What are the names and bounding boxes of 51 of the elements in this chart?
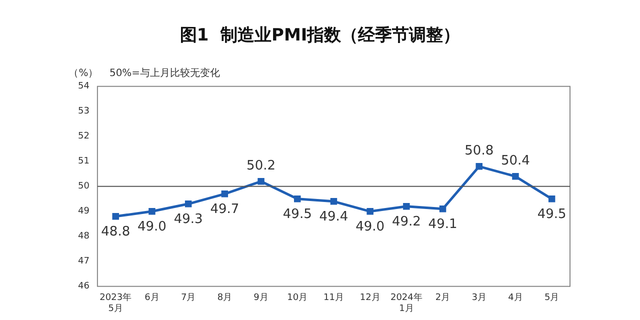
x-tick-label: 12月 <box>360 293 380 304</box>
y-tick-label: 48 <box>78 232 90 242</box>
x-tick-label: 6月 <box>144 293 160 304</box>
x-tick-label: 2月 <box>435 293 450 304</box>
point <box>258 178 264 185</box>
data-label: 49.5 <box>282 206 312 222</box>
y-tick-label: 46 <box>78 282 90 292</box>
point <box>548 196 556 202</box>
x-tick-label: 5月 <box>544 293 560 304</box>
y-tick-label: 54 <box>78 82 90 92</box>
data-label: 49.3 <box>174 212 203 227</box>
point <box>512 173 519 180</box>
y-tick-label: 50 <box>78 182 90 192</box>
data-label: 50.2 <box>246 158 276 174</box>
data-label: 49.7 <box>210 202 240 217</box>
y-axis-title: （%） <box>68 68 98 79</box>
data-label: 50.4 <box>501 153 530 168</box>
data-label: 49.4 <box>319 209 348 224</box>
y-tick-label: 49 <box>78 206 90 217</box>
y-tick-label: 52 <box>78 132 90 142</box>
chart-title: 图1 制造业PMI指数（经季节调整） <box>180 26 460 46</box>
x-tick-label: 2023年 5月 <box>100 292 132 314</box>
x-tick-label: 2024年 1月 <box>390 292 422 314</box>
y-tick-label: 47 <box>78 256 90 267</box>
point <box>439 206 446 212</box>
text: 50%=与上月比较无变化 <box>109 66 220 79</box>
x-tick-label: 7月 <box>180 293 196 304</box>
point <box>294 196 301 202</box>
y-tick-label: 51 <box>78 156 90 167</box>
data-label: 49.1 <box>428 216 458 232</box>
data-label: 49.2 <box>392 214 421 230</box>
x-tick-label: 11月 <box>324 293 344 304</box>
point <box>148 208 156 215</box>
data-label: 49.5 <box>537 206 566 222</box>
x-tick-label: 9月 <box>254 293 268 304</box>
data-label: 49.0 <box>356 219 385 234</box>
point <box>221 190 228 198</box>
x-tick-label: 8月 <box>217 293 232 304</box>
data-label: 50.8 <box>464 143 494 158</box>
point <box>476 163 482 170</box>
data-label: 48.8 <box>101 224 130 240</box>
data-label: 49.0 <box>138 219 166 234</box>
y-tick-label: 53 <box>78 106 90 117</box>
x-tick-label: 10月 <box>287 293 308 304</box>
x-tick-label: 4月 <box>508 293 523 304</box>
point <box>366 208 374 215</box>
point <box>112 213 119 220</box>
point <box>184 200 192 208</box>
x-tick-label: 3月 <box>472 293 486 304</box>
point <box>403 203 410 210</box>
point <box>330 198 338 205</box>
